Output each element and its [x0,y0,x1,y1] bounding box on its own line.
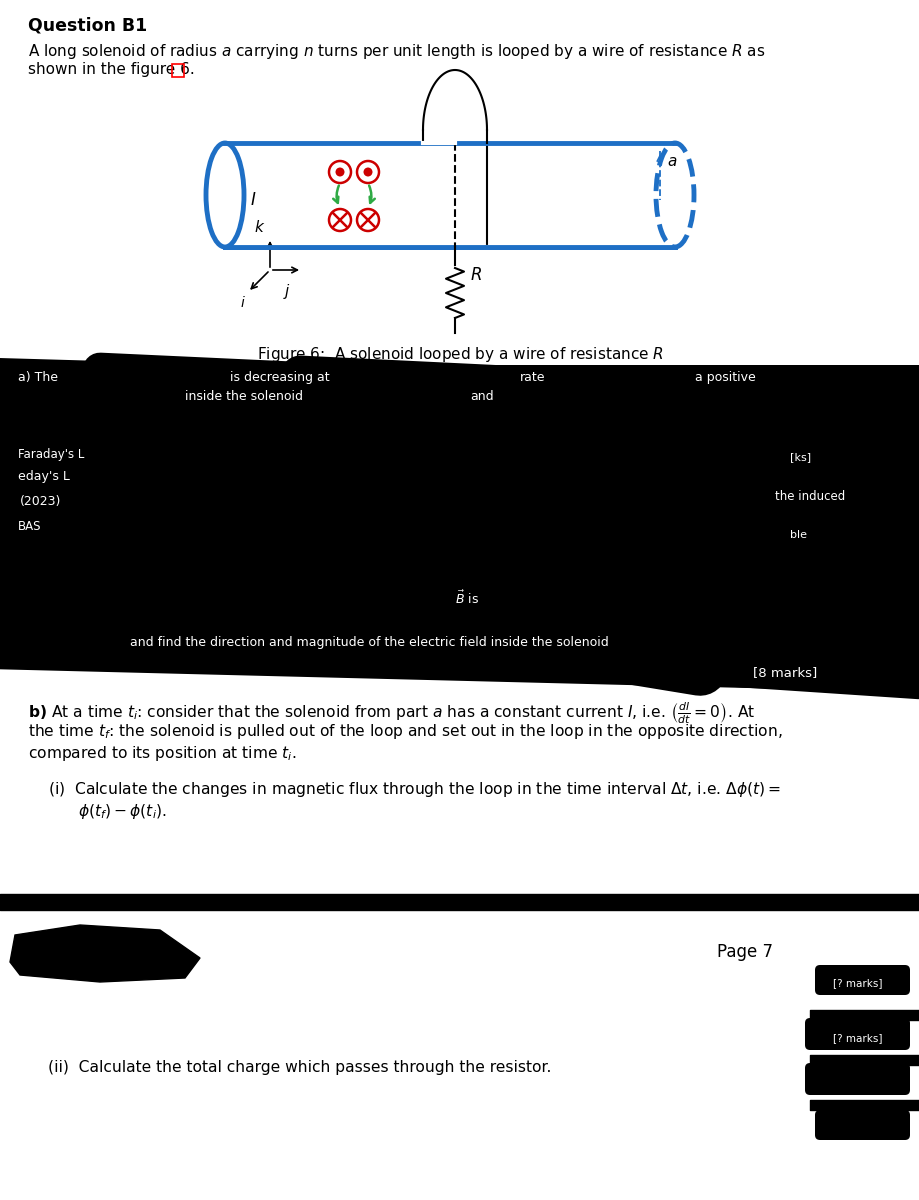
Circle shape [357,209,379,232]
Text: BAS: BAS [18,520,41,533]
Text: (ii)  Calculate the total charge which passes through the resistor.: (ii) Calculate the total charge which pa… [48,1060,550,1075]
Text: $\mathbf{b)}$ At a time $t_i$: consider that the solenoid from part $a$ has a co: $\mathbf{b)}$ At a time $t_i$: consider … [28,700,754,726]
Bar [225,143,675,247]
Text: [? marks]: [? marks] [833,978,882,988]
FancyBboxPatch shape [696,636,873,672]
Text: Page 7: Page 7 [716,943,772,961]
Circle shape [329,161,351,184]
Text: a positive: a positive [694,371,754,384]
Text: shown in the figure 6.: shown in the figure 6. [28,62,195,77]
Text: $k$: $k$ [254,220,266,235]
Text: $i$: $i$ [240,295,245,310]
FancyBboxPatch shape [688,640,885,684]
Text: the time $t_f$: the solenoid is pulled out of the loop and set out in the loop i: the time $t_f$: the solenoid is pulled o… [28,722,782,742]
Text: [? marks]: [? marks] [833,1033,882,1043]
Bar [0,365,919,668]
Text: [ks]: [ks] [789,452,811,462]
Text: is decreasing at: is decreasing at [230,371,329,384]
Bar [225,142,675,250]
Ellipse shape [206,143,244,247]
Circle shape [363,168,372,176]
Text: inside the solenoid: inside the solenoid [185,390,302,403]
Text: the induced: the induced [774,490,845,503]
Text: $\vec{B}$ is: $\vec{B}$ is [455,590,479,607]
FancyBboxPatch shape [804,1063,909,1094]
Text: $a$: $a$ [666,154,676,168]
Text: compared to its position at time $t_i$.: compared to its position at time $t_i$. [28,744,296,763]
Text: [8 marks]: [8 marks] [720,658,780,671]
Text: Figure 6:  A solenoid looped by a wire of resistance $R$: Figure 6: A solenoid looped by a wire of… [256,346,663,364]
Text: $R$: $R$ [470,266,482,284]
Text: Faraday's L: Faraday's L [18,448,85,461]
Circle shape [329,209,351,232]
Text: (i)  Calculate the changes in magnetic flux through the loop in the time interva: (i) Calculate the changes in magnetic fl… [48,780,780,799]
Text: A long solenoid of radius $a$ carrying $n$ turns per unit length is looped by a : A long solenoid of radius $a$ carrying $… [28,42,765,61]
FancyBboxPatch shape [814,1110,909,1140]
Polygon shape [10,925,199,982]
Text: rate: rate [519,371,545,384]
Text: $j$: $j$ [283,282,290,301]
FancyBboxPatch shape [814,965,909,995]
Text: [8 marks]: [8 marks] [752,666,816,679]
Circle shape [357,161,379,184]
Circle shape [335,168,344,176]
Bar [172,64,184,77]
Text: and: and [470,390,494,403]
Ellipse shape [655,143,693,247]
Text: Question B1: Question B1 [28,16,147,34]
Text: and find the direction and magnitude of the electric field inside the solenoid: and find the direction and magnitude of … [130,636,608,649]
Text: eday's L: eday's L [18,470,70,484]
Text: $\phi(t_f) - \phi(t_i)$.: $\phi(t_f) - \phi(t_i)$. [78,802,166,821]
Text: a) The: a) The [18,371,58,384]
Text: $I$: $I$ [249,191,256,209]
Text: (2023): (2023) [20,496,62,508]
FancyBboxPatch shape [804,1018,909,1050]
Text: ble: ble [789,530,806,540]
